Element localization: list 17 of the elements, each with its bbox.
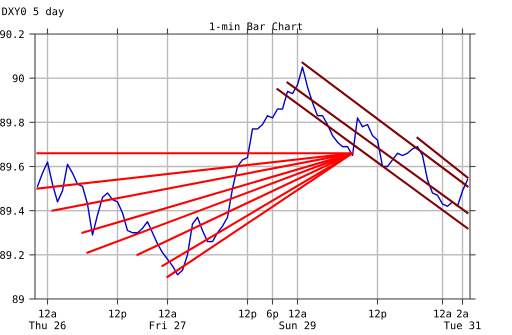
x-tick-label: 12a Thu 26 <box>28 310 66 330</box>
y-tick-label: 89.8 <box>0 118 24 126</box>
x-tick-label: 12p <box>109 310 126 320</box>
x-tick-label: 12p <box>369 310 386 320</box>
y-tick-label: 89.6 <box>0 162 24 171</box>
x-tick-label: 12a Fri 27 <box>150 310 186 330</box>
x-tick-label: 12p <box>239 310 256 320</box>
y-tick-label: 89.4 <box>0 206 24 215</box>
x-tick-label: 12a <box>434 310 452 318</box>
chart-subtitle: DXY0 5 day <box>2 7 64 18</box>
x-tick-label: 12a Sun 29 <box>279 310 316 330</box>
y-tick-label: 90.2 <box>0 30 24 38</box>
chart-title: 1-min Bar Chart <box>210 22 302 30</box>
y-tick-label: 90 <box>12 74 24 82</box>
y-tick-label: 89.2 <box>0 251 24 259</box>
x-tick-label: 6p <box>266 310 278 320</box>
y-tick-label: 89 <box>12 295 24 304</box>
